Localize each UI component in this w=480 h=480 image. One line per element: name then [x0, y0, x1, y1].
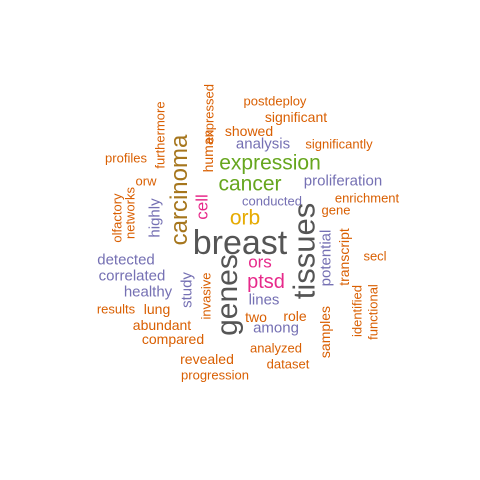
word-orw: orw [135, 173, 157, 189]
word-dataset: dataset [266, 356, 310, 372]
word-carcinoma: carcinoma [166, 134, 193, 246]
word-tissues: tissues [286, 202, 322, 300]
word-cell: cell [192, 194, 212, 220]
word-healthy: healthy [123, 283, 173, 301]
word-lung: lung [143, 301, 171, 317]
word-enrichment: enrichment [334, 190, 400, 206]
word-expression: expression [219, 151, 321, 175]
word-human: human [200, 129, 216, 173]
word-identified: identified [349, 284, 365, 338]
word-compared: compared [141, 331, 205, 347]
word-networks: networks [122, 186, 138, 240]
word-cancer: cancer [218, 172, 282, 196]
word-conducted: conducted [242, 193, 302, 209]
word-analysis: analysis [235, 135, 291, 153]
word-ptsd: ptsd [247, 271, 285, 293]
word-revealed: revealed [180, 351, 234, 367]
word-analyzed: analyzed [249, 340, 303, 356]
word-role: role [283, 308, 307, 324]
word-significantly: significantly [305, 136, 373, 152]
word-furthermore: furthermore [152, 101, 168, 169]
word-transcript: transcript [336, 228, 352, 286]
word-correlated: correlated [98, 267, 166, 285]
word-abundant: abundant [132, 317, 192, 333]
word-ors: ors [248, 252, 272, 272]
word-postdeploy: postdeploy [243, 93, 307, 109]
word-showed: showed [224, 123, 274, 139]
word-gene: gene [321, 202, 351, 218]
word-significant: significant [264, 109, 328, 125]
word-functional: functional [365, 284, 381, 340]
word-among: among [253, 319, 299, 337]
word-invasive: invasive [198, 272, 214, 320]
word-potential: potential [317, 229, 335, 287]
word-samples: samples [317, 305, 333, 359]
word-two: two [245, 309, 267, 325]
word-proliferation: proliferation [303, 172, 383, 190]
word-results: results [96, 301, 136, 317]
word-detected: detected [97, 251, 155, 269]
word-profiles: profiles [105, 150, 147, 166]
word-lines: lines [248, 291, 280, 309]
word-breast: breast [192, 224, 288, 262]
word-genes: genes [211, 254, 244, 336]
word-highly: highly [146, 198, 164, 238]
word-progression: progression [181, 367, 249, 383]
word-secl: secl [363, 248, 387, 264]
word-study: study [178, 272, 196, 308]
word-orb: orb [229, 206, 261, 230]
